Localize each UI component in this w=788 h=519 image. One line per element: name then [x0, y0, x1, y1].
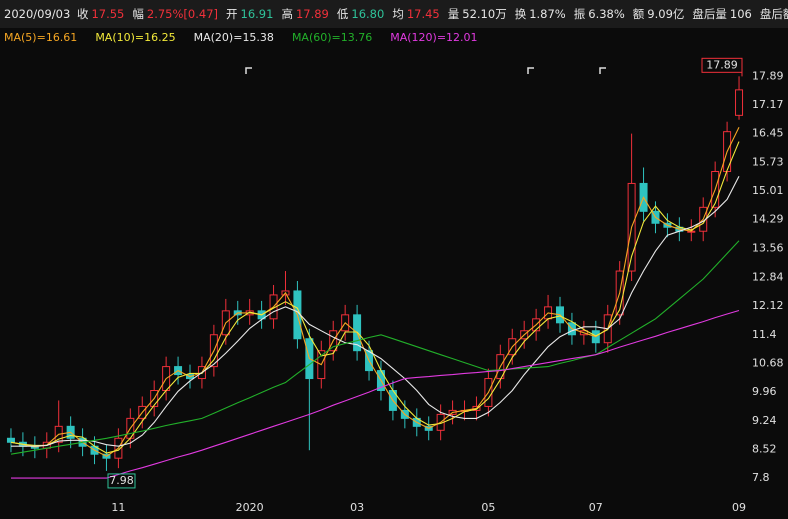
- quote-label: 盘后量: [692, 7, 727, 21]
- quote-label: 开: [226, 7, 238, 21]
- quote-value: 2.75%[0.47]: [146, 7, 219, 21]
- quote-label: 幅: [132, 7, 144, 21]
- quote-value: 9.09亿: [647, 7, 685, 21]
- x-tick-label: 11: [111, 501, 125, 514]
- y-tick-label: 12.12: [752, 299, 784, 312]
- ma-line: [10, 141, 740, 454]
- quote-label: 均: [392, 7, 404, 21]
- legend-entry: MA(5)=16.61: [4, 31, 78, 44]
- quote-value: 52.10万: [462, 7, 507, 21]
- legend-entry: MA(60)=13.76: [291, 31, 373, 44]
- legend-entry: MA(20)=15.38: [193, 31, 274, 44]
- quote-label: 盘后额: [759, 7, 788, 21]
- quote-label: 振: [573, 7, 586, 21]
- quote-label: 额: [632, 7, 645, 21]
- y-tick-label: 15.73: [752, 155, 784, 168]
- y-tick-label: 13.56: [752, 242, 784, 255]
- range-marker: [245, 67, 606, 74]
- high-marker: 17.89: [706, 58, 738, 71]
- y-tick-label: 17.17: [752, 98, 784, 111]
- ma-line: [11, 176, 740, 447]
- legend-entry: MA(120)=12.01: [390, 31, 478, 44]
- y-tick-label: 9.96: [752, 385, 777, 398]
- x-tick-label: 03: [350, 501, 364, 514]
- low-marker: 7.98: [109, 474, 134, 487]
- y-tick-label: 7.8: [752, 471, 770, 484]
- quote-value: 16.80: [351, 7, 385, 21]
- quote-value: 6.38%: [588, 7, 625, 21]
- legend-entry: MA(10)=16.25: [95, 31, 176, 44]
- quote-value: 16.91: [240, 7, 274, 21]
- quote-bar: 2020/09/03 收 17.55 幅 2.75%[0.47] 开 16.91 高 17.8…: [0, 0, 788, 28]
- date: 2020/09/03: [4, 7, 71, 21]
- low-marker-box: [107, 473, 136, 489]
- y-tick-label: 16.45: [752, 127, 784, 140]
- high-marker-box: [701, 57, 743, 73]
- quote-value: 17.45: [406, 7, 440, 21]
- quote-label: 收: [76, 7, 89, 21]
- y-tick-label: 11.4: [752, 328, 777, 341]
- legend: MA(5)=16.61 MA(10)=16.25 MA(20)=15.38 MA(60…: [0, 29, 788, 47]
- quote-label: 低: [336, 7, 349, 21]
- x-tick-label: 2020: [236, 501, 264, 514]
- quote-value: 1.87%: [529, 7, 566, 21]
- ma-line: [10, 240, 740, 455]
- candle-body: [735, 89, 744, 116]
- x-tick-label: 07: [589, 501, 603, 514]
- x-tick-label: 05: [481, 501, 495, 514]
- y-tick-label: 10.68: [752, 356, 784, 369]
- x-tick-label: 09: [732, 501, 746, 514]
- quote-value: 17.55: [91, 7, 125, 21]
- quote-label: 量: [447, 7, 460, 21]
- y-tick-label: 14.29: [752, 213, 784, 226]
- quote-label: 换: [514, 7, 527, 21]
- y-tick-label: 17.89: [752, 69, 784, 82]
- y-tick-label: 8.52: [752, 442, 777, 455]
- y-tick-label: 15.01: [752, 184, 784, 197]
- candle-body: [6, 437, 15, 443]
- quote-label: 高: [281, 7, 293, 21]
- ma-line: [10, 127, 740, 457]
- ma-line: [11, 309, 740, 479]
- quote-value: 17.89: [295, 7, 329, 21]
- quote-value: 106: [729, 7, 752, 21]
- y-tick-label: 12.84: [752, 270, 784, 283]
- y-tick-label: 9.24: [752, 414, 777, 427]
